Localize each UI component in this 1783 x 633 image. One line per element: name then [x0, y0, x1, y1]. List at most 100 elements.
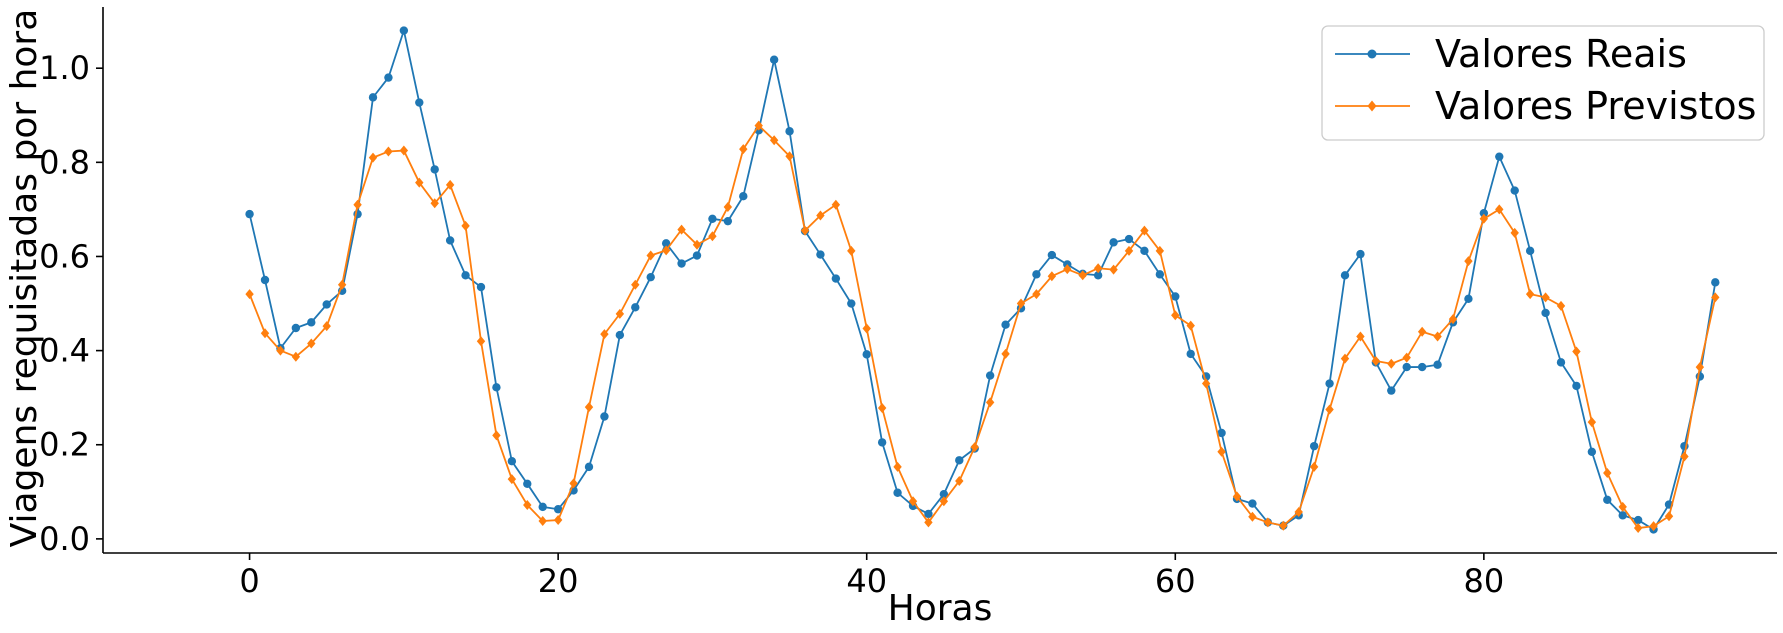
data-point — [1541, 292, 1550, 303]
data-point — [322, 300, 331, 309]
data-point — [1541, 308, 1550, 318]
data-point — [985, 397, 995, 408]
data-point — [1572, 346, 1581, 357]
y-ticks: 0.0 0.2 0.4 0.6 0.8 1.0 — [39, 49, 103, 558]
data-point — [1001, 348, 1010, 359]
y-axis-label: Viagens requisitadas por hora — [4, 9, 45, 548]
data-point — [307, 338, 316, 349]
legend-marker-valores-reais — [1367, 49, 1377, 59]
data-point — [507, 457, 517, 466]
data-point — [260, 275, 270, 285]
data-point — [584, 462, 594, 472]
data-point — [1603, 495, 1612, 505]
series-layer — [245, 26, 1720, 534]
x-tick-label: 60 — [1155, 562, 1196, 600]
data-point — [1711, 292, 1720, 303]
data-point — [1356, 249, 1365, 259]
data-point — [847, 299, 856, 308]
x-tick-label: 80 — [1463, 562, 1504, 600]
data-point — [970, 442, 979, 453]
data-point — [692, 251, 702, 260]
data-point — [1387, 386, 1396, 395]
data-point — [661, 239, 671, 248]
data-point — [1664, 511, 1674, 522]
x-tick-label: 20 — [538, 562, 579, 600]
data-point — [1525, 289, 1535, 300]
data-point — [1510, 227, 1519, 238]
data-point — [1248, 499, 1257, 508]
data-point — [1309, 461, 1319, 472]
data-point — [600, 329, 609, 340]
data-point — [939, 496, 949, 507]
data-point — [1047, 271, 1057, 282]
data-point — [322, 321, 331, 332]
data-point — [399, 26, 409, 35]
data-point — [1618, 511, 1627, 520]
y-tick-label: 0.6 — [39, 237, 90, 275]
data-point — [384, 73, 393, 82]
data-point — [754, 120, 763, 131]
data-point — [723, 202, 733, 213]
legend: Valores Reais Valores Previstos — [1321, 25, 1765, 141]
data-point — [615, 308, 625, 319]
data-point — [769, 55, 779, 64]
data-point — [1140, 246, 1149, 256]
legend-marker-valores-previstos — [1367, 100, 1377, 112]
data-point — [1171, 310, 1180, 321]
data-point — [847, 245, 856, 256]
data-point — [1248, 511, 1257, 522]
data-point — [1279, 520, 1288, 531]
data-point — [1433, 331, 1442, 342]
data-point — [785, 151, 794, 162]
data-point — [1479, 213, 1489, 224]
data-point — [1001, 320, 1010, 329]
data-point — [569, 478, 578, 489]
data-point — [1356, 331, 1365, 342]
data-point — [1032, 289, 1041, 300]
data-point — [955, 456, 964, 465]
data-point — [955, 475, 964, 486]
data-point — [492, 383, 501, 392]
data-point — [1680, 451, 1689, 462]
data-point — [399, 145, 409, 156]
data-point — [924, 517, 933, 528]
y-tick-label: 0.0 — [39, 520, 90, 558]
data-point — [631, 303, 640, 312]
data-point — [1633, 523, 1643, 534]
data-point — [939, 489, 949, 499]
data-point — [692, 239, 702, 250]
data-point — [445, 236, 455, 245]
data-point — [1402, 362, 1411, 372]
data-point — [677, 224, 686, 235]
data-point — [368, 93, 378, 102]
data-point — [1093, 271, 1103, 280]
data-point — [769, 135, 779, 146]
data-point — [1495, 152, 1504, 161]
data-point — [461, 220, 470, 231]
y-tick-label: 0.8 — [39, 143, 90, 181]
data-point — [584, 402, 594, 413]
data-point — [1155, 245, 1165, 256]
data-point — [523, 499, 532, 510]
data-point — [661, 245, 671, 256]
x-tick-label: 0 — [239, 562, 259, 600]
data-point — [1124, 245, 1134, 256]
data-point — [1325, 404, 1334, 415]
data-point — [816, 210, 825, 221]
data-point — [924, 509, 933, 519]
data-point — [476, 336, 486, 347]
data-point — [708, 214, 717, 224]
y-tick-label: 0.2 — [39, 426, 90, 464]
data-point — [1186, 320, 1195, 331]
data-point — [415, 98, 424, 107]
data-point — [785, 127, 794, 136]
data-point — [1047, 250, 1057, 260]
series-line-valores-reais — [248, 29, 1717, 531]
series-valores-previstos — [245, 120, 1720, 534]
data-point — [739, 192, 748, 201]
data-point — [1217, 446, 1226, 457]
data-point — [291, 323, 301, 333]
data-point — [1556, 300, 1566, 311]
data-point — [1093, 263, 1103, 274]
